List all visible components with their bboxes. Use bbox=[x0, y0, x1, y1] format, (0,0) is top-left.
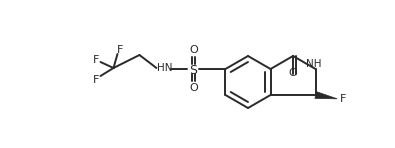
Text: F: F bbox=[340, 94, 346, 104]
Text: O: O bbox=[189, 83, 198, 93]
Text: NH: NH bbox=[306, 58, 321, 69]
Text: O: O bbox=[189, 45, 198, 55]
Text: S: S bbox=[190, 63, 198, 77]
Text: O: O bbox=[289, 68, 297, 78]
Text: HN: HN bbox=[157, 63, 172, 73]
Text: F: F bbox=[93, 55, 100, 65]
Text: F: F bbox=[93, 75, 100, 85]
Polygon shape bbox=[315, 92, 337, 99]
Text: F: F bbox=[117, 45, 124, 55]
